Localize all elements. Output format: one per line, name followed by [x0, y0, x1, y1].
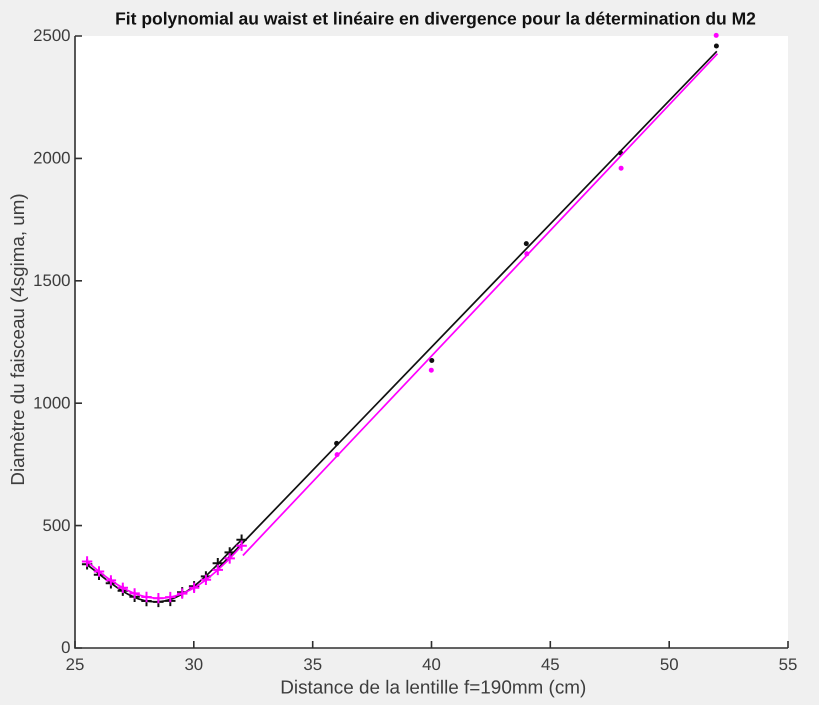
svg-text:0: 0: [61, 638, 70, 657]
svg-text:Distance de la lentille f=190m: Distance de la lentille f=190mm (cm): [280, 677, 586, 698]
svg-text:500: 500: [43, 516, 71, 535]
svg-text:50: 50: [660, 655, 679, 674]
svg-text:25: 25: [66, 655, 85, 674]
svg-text:35: 35: [303, 655, 322, 674]
svg-text:55: 55: [779, 655, 798, 674]
svg-text:30: 30: [184, 655, 203, 674]
svg-text:40: 40: [422, 655, 441, 674]
svg-text:1000: 1000: [33, 393, 70, 412]
svg-text:Fit polynomial au waist et lin: Fit polynomial au waist et linéaire en d…: [115, 9, 756, 29]
svg-text:Diamètre du faisceau (4sgima,: Diamètre du faisceau (4sgima, um): [7, 193, 28, 485]
svg-text:2500: 2500: [33, 26, 70, 45]
svg-text:2000: 2000: [33, 149, 70, 168]
svg-text:45: 45: [541, 655, 560, 674]
svg-text:1500: 1500: [33, 271, 70, 290]
